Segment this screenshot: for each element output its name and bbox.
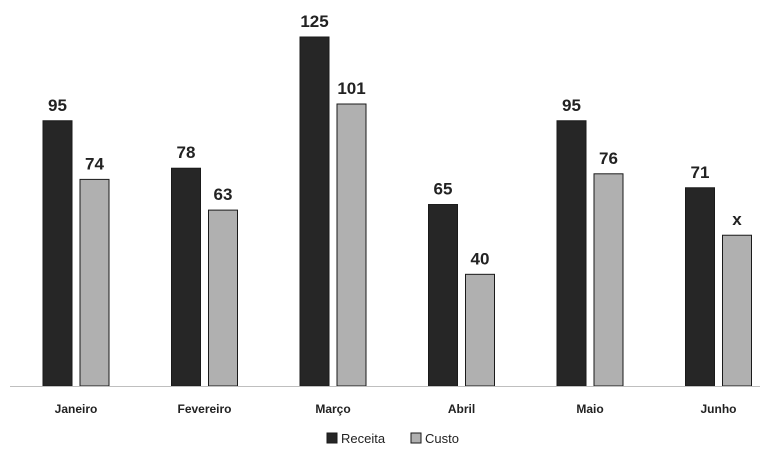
legend-label-receita: Receita [341,431,386,446]
x-tick-labels-layer: Janeiro Fevereiro Março Abril Maio Junho [55,402,737,416]
data-label-custo-marco: 101 [337,79,365,98]
bars-layer [42,36,752,387]
data-label-receita-maio: 95 [562,96,581,115]
bar-receita-maio [556,120,587,387]
x-tick-label: Março [315,402,350,416]
legend-swatch-custo [410,432,422,444]
bar-custo-fevereiro [208,209,238,387]
value-labels-layer: 95 74 78 63 125 101 65 40 95 76 71 x [48,12,742,268]
x-tick-label: Abril [448,402,475,416]
data-label-custo-maio: 76 [599,149,618,168]
bar-receita-janeiro [42,120,73,387]
bar-receita-fevereiro [171,167,201,387]
legend-swatch-receita [326,432,338,444]
data-label-receita-junho: 71 [691,163,710,182]
bar-receita-marco [299,36,330,387]
x-tick-label: Junho [701,402,737,416]
legend-label-custo: Custo [425,431,459,446]
x-tick-label: Janeiro [55,402,98,416]
bar-receita-abril [428,204,458,387]
bar-custo-junho [722,234,752,387]
data-label-custo-abril: 40 [471,249,490,268]
x-tick-label: Maio [576,402,603,416]
data-label-receita-fevereiro: 78 [177,143,196,162]
bar-custo-maio [593,173,624,387]
bar-receita-junho [685,187,715,387]
data-label-receita-janeiro: 95 [48,96,67,115]
bar-custo-abril [465,273,495,387]
legend: Receita Custo [326,431,459,446]
data-label-receita-marco: 125 [300,12,328,31]
x-tick-label: Fevereiro [177,402,231,416]
bar-custo-janeiro [79,178,110,387]
data-label-receita-abril: 65 [434,180,453,199]
data-label-custo-janeiro: 74 [85,154,104,173]
data-label-custo-fevereiro: 63 [214,185,233,204]
bar-custo-marco [336,103,367,387]
data-label-custo-junho: x [732,210,742,229]
